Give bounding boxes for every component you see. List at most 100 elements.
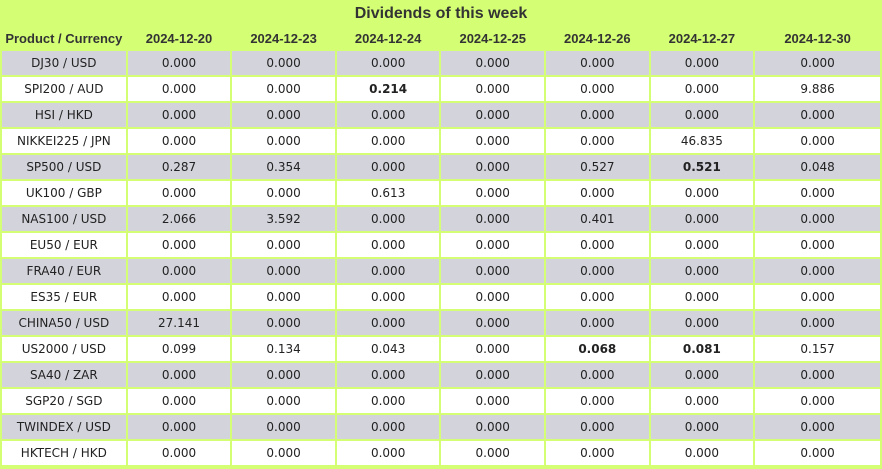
value-cell: 0.000 (232, 415, 335, 439)
value-cell: 0.000 (441, 103, 545, 127)
value-cell: 0.000 (441, 207, 545, 231)
table-row: HSI / HKD 0.000 0.000 0.000 0.000 0.000 0.000 0… (2, 103, 880, 127)
value-cell: 0.000 (650, 285, 754, 309)
table-row: ES35 / EUR 0.000 0.000 0.000 0.000 0.000 0.000… (2, 285, 880, 309)
value-cell: 0.000 (650, 51, 754, 75)
value-cell: 0.000 (127, 389, 231, 413)
header-date: 2024-12-23 (232, 27, 335, 49)
value-cell: 0.068 (546, 337, 649, 361)
table-title: Dividends of this week (0, 0, 882, 27)
value-cell: 0.000 (232, 77, 335, 101)
value-cell: 0.000 (127, 103, 231, 127)
value-cell: 0.000 (650, 103, 754, 127)
table-row: SPI200 / AUD 0.000 0.000 0.214 0.000 0.000 0.0… (2, 77, 880, 101)
dividends-table: Product / Currency 2024-12-20 2024-12-23… (0, 25, 882, 467)
product-cell: NIKKEI225 / JPN (2, 129, 126, 153)
value-cell: 0.000 (650, 389, 754, 413)
table-row: HKTECH / HKD 0.000 0.000 0.000 0.000 0.000 0.0… (2, 441, 880, 465)
table-row: UK100 / GBP 0.000 0.000 0.613 0.000 0.000 0.00… (2, 181, 880, 205)
table-row: TWINDEX / USD 0.000 0.000 0.000 0.000 0.000 0.… (2, 415, 880, 439)
value-cell: 0.000 (441, 155, 545, 179)
header-date: 2024-12-26 (546, 27, 649, 49)
header-date: 2024-12-24 (336, 27, 440, 49)
value-cell: 0.000 (755, 441, 880, 465)
value-cell: 0.000 (336, 389, 440, 413)
value-cell: 0.000 (441, 129, 545, 153)
value-cell: 0.000 (546, 129, 649, 153)
value-cell: 0.043 (336, 337, 440, 361)
header-date: 2024-12-20 (127, 27, 231, 49)
value-cell: 0.000 (755, 415, 880, 439)
table-row: NAS100 / USD 2.066 3.592 0.000 0.000 0.401 0.0… (2, 207, 880, 231)
value-cell: 0.000 (441, 311, 545, 335)
value-cell: 27.141 (127, 311, 231, 335)
value-cell: 0.287 (127, 155, 231, 179)
value-cell: 0.000 (127, 233, 231, 257)
value-cell: 0.000 (127, 129, 231, 153)
value-cell: 0.000 (755, 103, 880, 127)
value-cell: 0.000 (755, 285, 880, 309)
product-cell: NAS100 / USD (2, 207, 126, 231)
value-cell: 0.000 (232, 103, 335, 127)
header-date: 2024-12-30 (755, 27, 880, 49)
value-cell: 0.000 (441, 363, 545, 387)
value-cell: 0.000 (755, 129, 880, 153)
value-cell: 3.592 (232, 207, 335, 231)
value-cell: 0.401 (546, 207, 649, 231)
value-cell: 0.000 (441, 389, 545, 413)
product-cell: ES35 / EUR (2, 285, 126, 309)
value-cell: 0.000 (336, 233, 440, 257)
value-cell: 0.000 (441, 337, 545, 361)
value-cell: 0.000 (232, 363, 335, 387)
value-cell: 0.000 (546, 103, 649, 127)
value-cell: 0.000 (232, 233, 335, 257)
product-cell: TWINDEX / USD (2, 415, 126, 439)
product-cell: SP500 / USD (2, 155, 126, 179)
value-cell: 0.000 (336, 311, 440, 335)
value-cell: 0.000 (232, 389, 335, 413)
product-cell: HKTECH / HKD (2, 441, 126, 465)
value-cell: 0.000 (232, 441, 335, 465)
value-cell: 0.000 (441, 77, 545, 101)
value-cell: 0.000 (336, 259, 440, 283)
table-row: NIKKEI225 / JPN 0.000 0.000 0.000 0.000 0.000… (2, 129, 880, 153)
value-cell: 0.000 (755, 259, 880, 283)
value-cell: 0.000 (336, 415, 440, 439)
value-cell: 0.000 (755, 233, 880, 257)
table-body: DJ30 / USD 0.000 0.000 0.000 0.000 0.000 0.000… (2, 51, 880, 465)
header-product: Product / Currency (2, 27, 126, 49)
value-cell: 0.000 (336, 207, 440, 231)
table-row: SGP20 / SGD 0.000 0.000 0.000 0.000 0.000 0.00… (2, 389, 880, 413)
value-cell: 0.000 (441, 441, 545, 465)
value-cell: 0.000 (127, 77, 231, 101)
value-cell: 0.000 (441, 233, 545, 257)
product-cell: EU50 / EUR (2, 233, 126, 257)
value-cell: 0.613 (336, 181, 440, 205)
value-cell: 0.000 (441, 181, 545, 205)
value-cell: 0.000 (232, 129, 335, 153)
table-row: DJ30 / USD 0.000 0.000 0.000 0.000 0.000 0.000… (2, 51, 880, 75)
value-cell: 0.000 (546, 285, 649, 309)
value-cell: 0.000 (546, 259, 649, 283)
product-cell: SGP20 / SGD (2, 389, 126, 413)
table-row: EU50 / EUR 0.000 0.000 0.000 0.000 0.000 0.000… (2, 233, 880, 257)
value-cell: 0.099 (127, 337, 231, 361)
value-cell: 0.000 (546, 77, 649, 101)
value-cell: 0.000 (232, 51, 335, 75)
value-cell: 0.214 (336, 77, 440, 101)
header-date: 2024-12-25 (441, 27, 545, 49)
value-cell: 0.000 (650, 233, 754, 257)
value-cell: 0.134 (232, 337, 335, 361)
value-cell: 0.000 (546, 51, 649, 75)
value-cell: 0.000 (127, 259, 231, 283)
value-cell: 0.000 (127, 285, 231, 309)
value-cell: 0.000 (127, 181, 231, 205)
value-cell: 0.000 (546, 389, 649, 413)
product-cell: SA40 / ZAR (2, 363, 126, 387)
value-cell: 0.000 (232, 259, 335, 283)
value-cell: 0.000 (336, 363, 440, 387)
header-row: Product / Currency 2024-12-20 2024-12-23… (2, 27, 880, 49)
value-cell: 0.157 (755, 337, 880, 361)
table-row: US2000 / USD 0.099 0.134 0.043 0.000 0.068 0.0… (2, 337, 880, 361)
